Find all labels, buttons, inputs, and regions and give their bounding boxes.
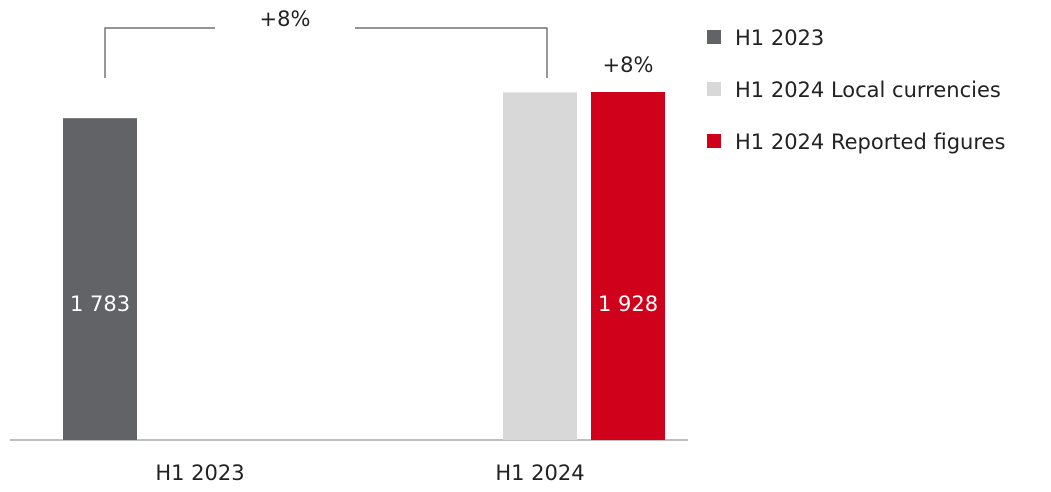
legend-label: H1 2023 [735, 26, 824, 50]
legend-swatch [707, 134, 721, 148]
x-tick-label: H1 2023 [155, 461, 244, 485]
annotation: +8% [260, 7, 311, 31]
legend-label: H1 2024 Local currencies [735, 78, 1001, 102]
bar-value-label: 1 783 [70, 292, 130, 316]
legend-swatch [707, 82, 721, 96]
annotation: +8% [603, 53, 654, 77]
bar [503, 92, 577, 440]
bar [591, 92, 665, 440]
bar [63, 118, 137, 441]
legend-swatch [707, 30, 721, 44]
x-tick-label: H1 2024 [495, 461, 584, 485]
legend-label: H1 2024 Reported figures [735, 130, 1005, 154]
bracket [104, 27, 548, 78]
bar-value-label: 1 928 [598, 292, 658, 316]
